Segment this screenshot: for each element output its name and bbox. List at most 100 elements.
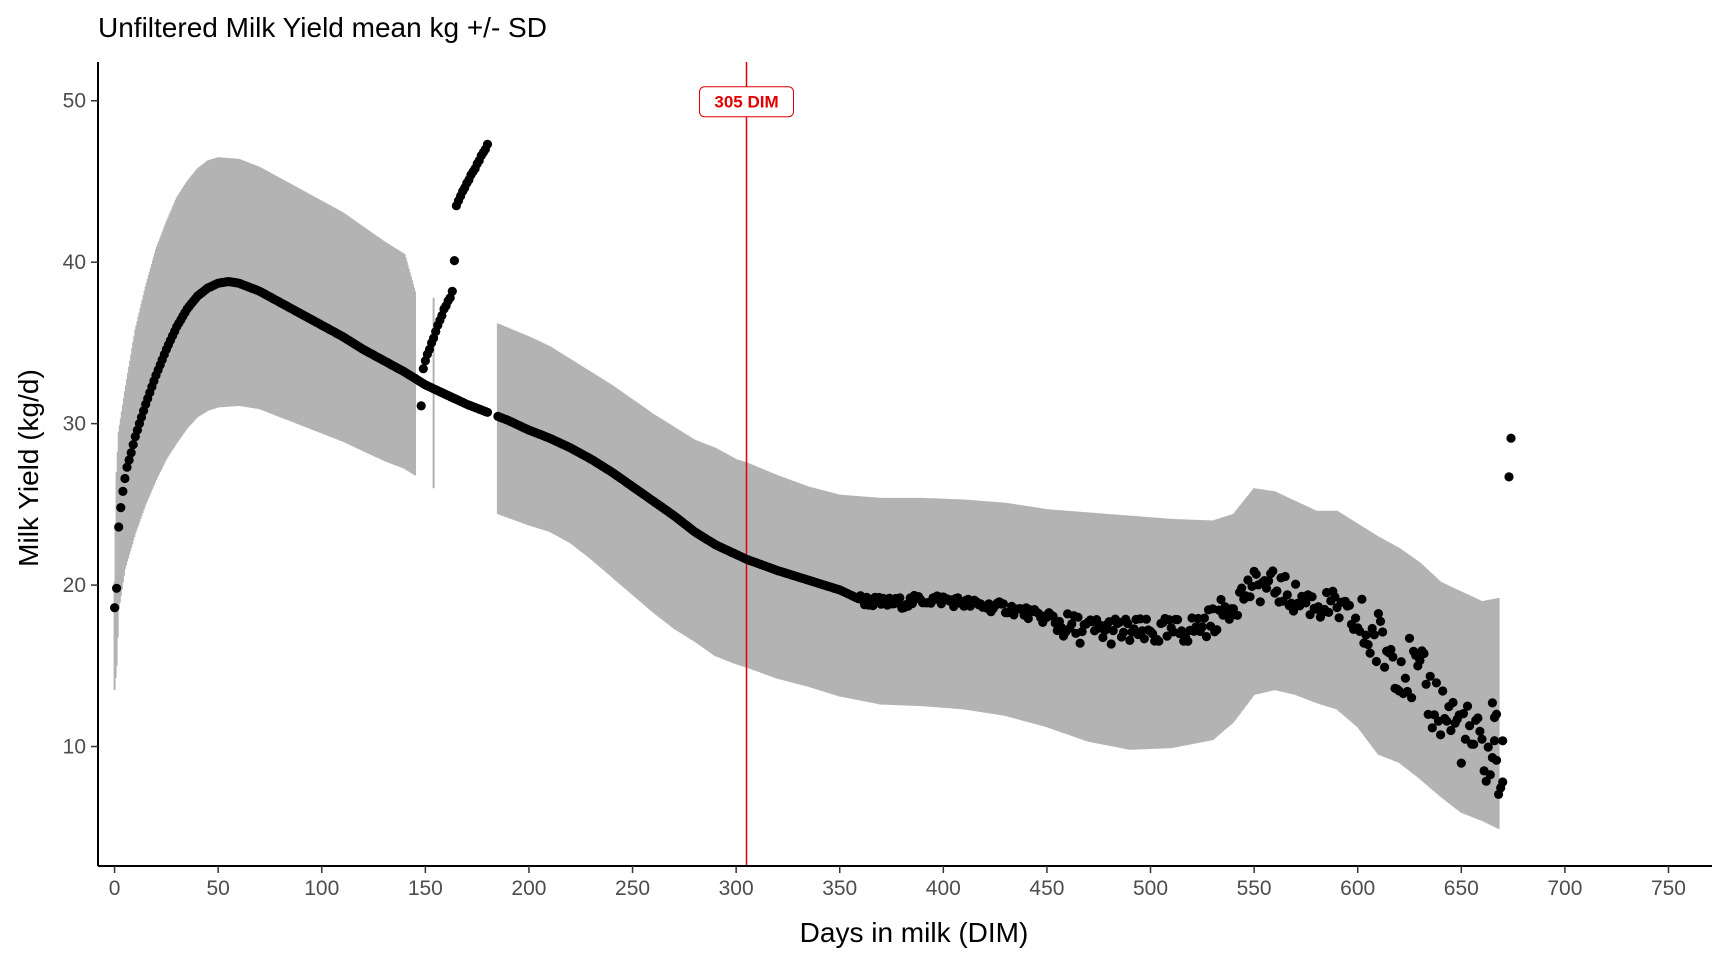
data-point xyxy=(1067,619,1077,629)
data-point xyxy=(1307,592,1317,602)
x-tick-label: 700 xyxy=(1547,877,1582,900)
data-point xyxy=(1446,725,1456,736)
data-point xyxy=(1465,721,1475,731)
data-point xyxy=(1177,626,1187,636)
sd-band-layer xyxy=(113,157,1500,829)
sd-band xyxy=(113,157,1500,829)
x-tick-label: 50 xyxy=(206,877,229,900)
data-point xyxy=(1245,592,1255,602)
y-tick-label: 10 xyxy=(63,736,86,759)
data-point xyxy=(1421,679,1431,689)
data-point xyxy=(1365,648,1375,658)
y-axis-title: Milk Yield (kg/d) xyxy=(13,369,44,567)
data-point xyxy=(418,364,428,374)
data-point xyxy=(1504,472,1514,482)
data-point xyxy=(110,603,120,613)
x-tick-label: 450 xyxy=(1029,877,1064,900)
data-point xyxy=(124,455,134,465)
data-point xyxy=(1232,610,1243,620)
data-point xyxy=(1098,632,1108,643)
data-point xyxy=(1351,613,1361,623)
x-tick-label: 500 xyxy=(1133,877,1168,900)
y-tick-label: 40 xyxy=(63,251,86,274)
data-point xyxy=(895,593,905,603)
data-point xyxy=(112,583,122,593)
data-point xyxy=(1357,594,1367,604)
data-point xyxy=(1280,571,1290,582)
data-point xyxy=(1075,638,1085,648)
data-point xyxy=(1425,671,1435,681)
data-point xyxy=(1506,433,1516,443)
chart-title: Unfiltered Milk Yield mean kg +/- SD xyxy=(98,12,547,43)
data-point xyxy=(1436,730,1446,740)
data-point xyxy=(1371,656,1381,667)
x-tick-label: 550 xyxy=(1237,877,1272,900)
data-point xyxy=(1199,613,1209,623)
data-point xyxy=(1415,656,1425,666)
data-points-layer xyxy=(110,139,1516,800)
data-point xyxy=(447,286,457,296)
data-point xyxy=(1363,640,1373,650)
data-point xyxy=(1264,576,1274,586)
data-point xyxy=(122,462,132,472)
data-point xyxy=(1139,634,1149,644)
data-point xyxy=(1201,632,1212,642)
data-point xyxy=(1288,606,1299,616)
data-point xyxy=(1442,716,1452,726)
data-point xyxy=(1404,633,1415,643)
data-point xyxy=(1197,622,1207,632)
data-point xyxy=(1431,678,1441,688)
y-tick-label: 50 xyxy=(63,90,86,113)
data-point xyxy=(1400,673,1410,683)
x-tick-label: 400 xyxy=(926,877,961,900)
x-tick-label: 300 xyxy=(719,877,754,900)
x-tick-label: 750 xyxy=(1651,877,1686,900)
reference-label: 305 DIM xyxy=(714,93,778,112)
data-point xyxy=(1386,644,1396,655)
data-point xyxy=(1023,613,1033,624)
data-point xyxy=(1375,616,1386,627)
data-point xyxy=(1460,734,1470,744)
data-point xyxy=(1388,652,1398,662)
reference-line-layer: 305 DIM xyxy=(699,62,795,866)
data-point xyxy=(416,401,426,411)
data-point xyxy=(128,440,138,450)
data-point xyxy=(1255,597,1265,607)
data-point xyxy=(1498,736,1508,746)
data-point xyxy=(1473,713,1483,723)
data-point xyxy=(1361,630,1371,640)
data-point xyxy=(1077,627,1087,637)
data-point xyxy=(1373,609,1383,619)
data-point xyxy=(1448,697,1458,708)
data-point xyxy=(1487,698,1497,708)
data-point xyxy=(1419,648,1429,659)
data-point xyxy=(126,448,136,458)
data-point xyxy=(1268,566,1278,576)
data-point xyxy=(114,522,124,532)
x-tick-label: 350 xyxy=(822,877,857,900)
data-point xyxy=(1282,590,1292,600)
data-point xyxy=(1485,770,1495,780)
reference-label-box xyxy=(699,86,795,118)
x-tick-label: 250 xyxy=(615,877,650,900)
data-point xyxy=(1489,736,1500,746)
x-tick-label: 0 xyxy=(109,877,121,900)
x-tick-label: 100 xyxy=(304,877,339,900)
data-point xyxy=(1154,636,1164,646)
data-point xyxy=(1106,639,1116,649)
data-point xyxy=(1458,709,1468,719)
data-point xyxy=(1237,583,1247,593)
data-point xyxy=(1123,618,1133,629)
data-point xyxy=(1456,758,1466,768)
data-point xyxy=(1108,626,1118,636)
data-point xyxy=(482,139,493,149)
data-point xyxy=(1172,615,1183,625)
data-point xyxy=(1491,709,1502,719)
data-point xyxy=(1475,726,1485,737)
x-tick-label: 200 xyxy=(511,877,546,900)
axes-layer: 0 50 100 150 200 250 300 350 400 450 500 550 600 650 7… xyxy=(63,62,1712,900)
data-point xyxy=(1324,607,1334,618)
data-point xyxy=(118,486,128,496)
x-tick-label: 150 xyxy=(408,877,443,900)
